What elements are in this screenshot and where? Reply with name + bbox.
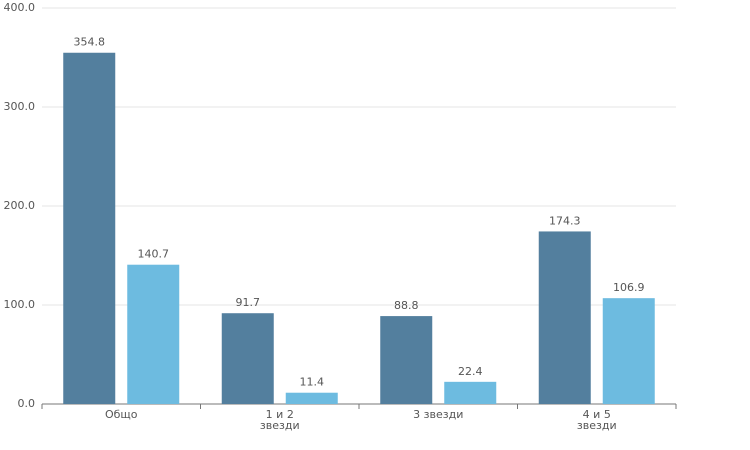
value-label: 11.4 — [300, 376, 325, 389]
value-label: 106.9 — [613, 281, 645, 294]
value-label: 22.4 — [458, 365, 483, 378]
bar — [602, 298, 655, 404]
y-tick-label: 100.0 — [4, 298, 36, 311]
bar — [538, 231, 591, 404]
x-tick-label: 3 звезди — [413, 408, 464, 421]
x-tick-label: 1 и 2 звезди — [259, 408, 300, 432]
value-label: 174.3 — [549, 214, 581, 227]
y-tick-label: 200.0 — [4, 199, 36, 212]
bar — [221, 313, 274, 404]
bar — [285, 392, 338, 404]
bar — [444, 381, 497, 404]
x-tick-label: 4 и 5 звезди — [576, 408, 617, 432]
y-tick-label: 400.0 — [4, 1, 36, 14]
bar — [380, 316, 433, 404]
y-tick-label: 0.0 — [18, 397, 36, 410]
bar — [127, 264, 180, 404]
x-tick-label: Общо — [104, 408, 138, 421]
bar — [63, 52, 116, 405]
value-label: 88.8 — [394, 299, 419, 312]
y-tick-label: 300.0 — [4, 100, 36, 113]
value-label: 91.7 — [236, 296, 261, 309]
value-label: 354.8 — [74, 36, 106, 49]
value-label: 140.7 — [138, 248, 170, 261]
